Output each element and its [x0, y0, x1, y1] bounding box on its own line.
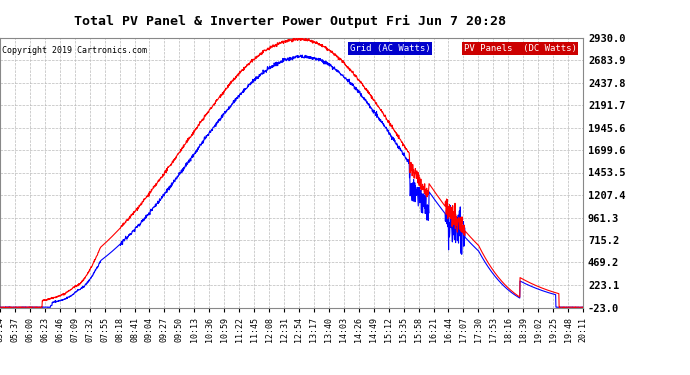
Text: Grid (AC Watts): Grid (AC Watts)	[350, 44, 431, 53]
Text: Copyright 2019 Cartronics.com: Copyright 2019 Cartronics.com	[2, 46, 147, 55]
Text: PV Panels  (DC Watts): PV Panels (DC Watts)	[464, 44, 576, 53]
Text: Total PV Panel & Inverter Power Output Fri Jun 7 20:28: Total PV Panel & Inverter Power Output F…	[74, 15, 506, 28]
